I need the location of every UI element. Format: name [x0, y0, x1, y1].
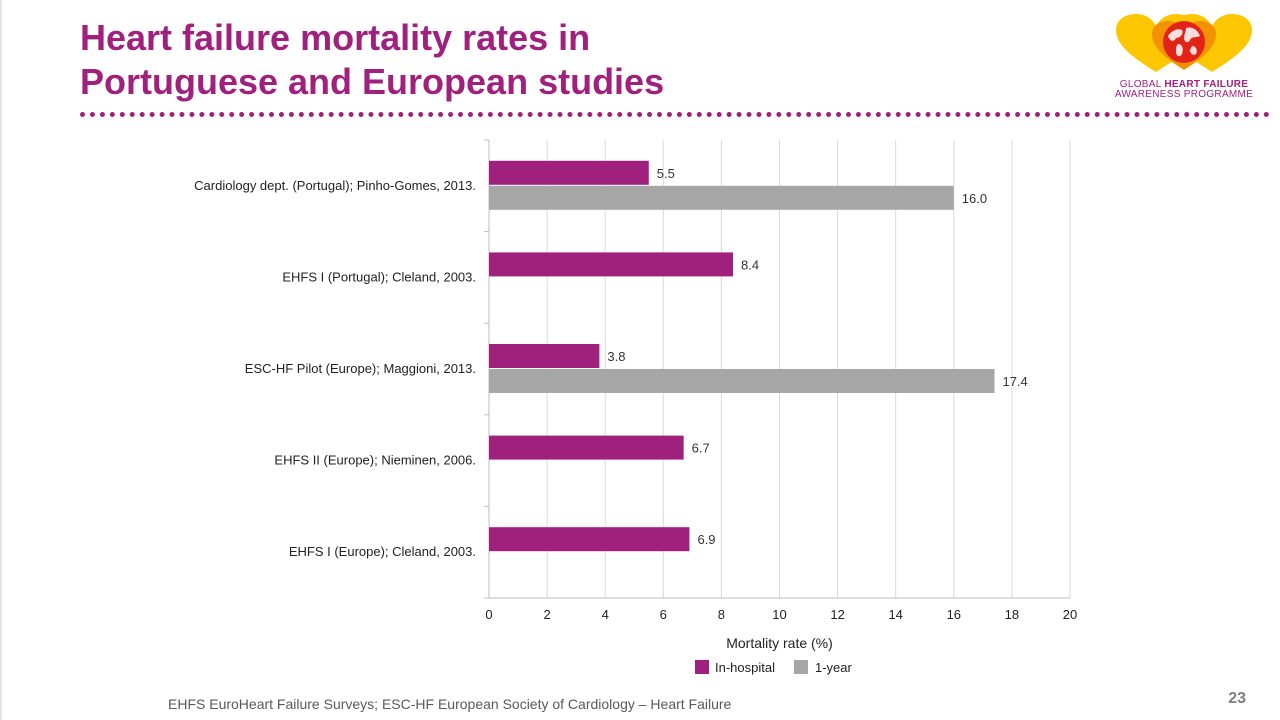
mortality-bar-chart: 5.5 16.0 8.4 3.8 17.4 6.7 6.9 Cardiology dept.…	[194, 139, 1077, 675]
logo-text-line-2: AWARENESS PROGRAMME	[1114, 89, 1254, 100]
x-tick-labels: 0 2 4 6 8 10 12 14 16 18 20	[485, 607, 1077, 622]
category-label: Cardiology dept. (Portugal); Pinho-Gomes…	[194, 178, 476, 193]
x-tick-label: 10	[772, 607, 786, 622]
bar-1-year	[489, 369, 995, 393]
bar-1-year	[489, 185, 954, 210]
x-tick-label: 2	[543, 607, 550, 622]
category-label: ESC-HF Pilot (Europe); Maggioni, 2013.	[245, 361, 476, 376]
x-tick-label: 8	[718, 607, 725, 622]
logo-text-prefix: GLOBAL	[1119, 79, 1165, 90]
bar-value-label: 6.7	[692, 441, 710, 456]
bar-in-hospital	[489, 252, 734, 277]
bar-value-label: 5.5	[657, 166, 675, 181]
chart-legend: In-hospital 1-year	[695, 660, 853, 675]
x-axis-title: Mortality rate (%)	[726, 635, 833, 651]
legend-label-1-year: 1-year	[815, 660, 853, 675]
category-labels: Cardiology dept. (Portugal); Pinho-Gomes…	[194, 178, 476, 559]
bar-value-label: 3.8	[607, 349, 625, 364]
footer-abbreviations: EHFS EuroHeart Failure Surveys; ESC-HF E…	[168, 696, 732, 712]
chart-bars	[489, 160, 995, 552]
category-tick-marks	[484, 139, 489, 599]
bar-in-hospital	[489, 435, 684, 460]
title-dotted-divider	[80, 112, 1270, 117]
x-tick-label: 12	[830, 607, 844, 622]
heart-globe-logo-icon	[1116, 14, 1252, 72]
legend-swatch-in-hospital	[695, 660, 709, 674]
x-tick-label: 6	[660, 607, 667, 622]
slide-title-line-2: Portuguese and European studies	[80, 61, 665, 102]
bar-in-hospital	[489, 160, 649, 185]
x-tick-label: 16	[947, 607, 961, 622]
bar-value-label: 17.4	[1002, 374, 1027, 389]
bar-value-labels: 5.5 16.0 8.4 3.8 17.4 6.7 6.9	[607, 166, 1027, 547]
x-tick-label: 0	[485, 607, 492, 622]
x-tick-label: 18	[1005, 607, 1019, 622]
category-label: EHFS I (Portugal); Cleland, 2003.	[282, 269, 476, 284]
page-number: 23	[1228, 690, 1246, 707]
logo-globe-land	[1168, 27, 1200, 57]
category-label: EHFS I (Europe); Cleland, 2003.	[289, 544, 476, 559]
category-label: EHFS II (Europe); Nieminen, 2006.	[274, 453, 476, 468]
x-tick-label: 4	[602, 607, 609, 622]
bar-in-hospital	[489, 527, 690, 552]
slide-edge	[0, 0, 3, 720]
logo-wordmark: GLOBAL HEART FAILURE AWARENESS PROGRAMME	[1104, 80, 1264, 100]
bar-value-label: 6.9	[697, 532, 715, 547]
logo-text-emphasis: HEART FAILURE	[1164, 79, 1249, 90]
slide-title: Heart failure mortality rates in Portugu…	[80, 16, 664, 104]
slide-title-line-1: Heart failure mortality rates in	[80, 17, 591, 58]
legend-label-in-hospital: In-hospital	[715, 660, 775, 675]
bar-in-hospital	[489, 344, 600, 368]
x-tick-label: 14	[888, 607, 902, 622]
bar-value-label: 16.0	[962, 191, 987, 206]
bar-value-label: 8.4	[741, 257, 759, 272]
legend-swatch-1-year	[794, 660, 808, 674]
x-tick-label: 20	[1063, 607, 1077, 622]
